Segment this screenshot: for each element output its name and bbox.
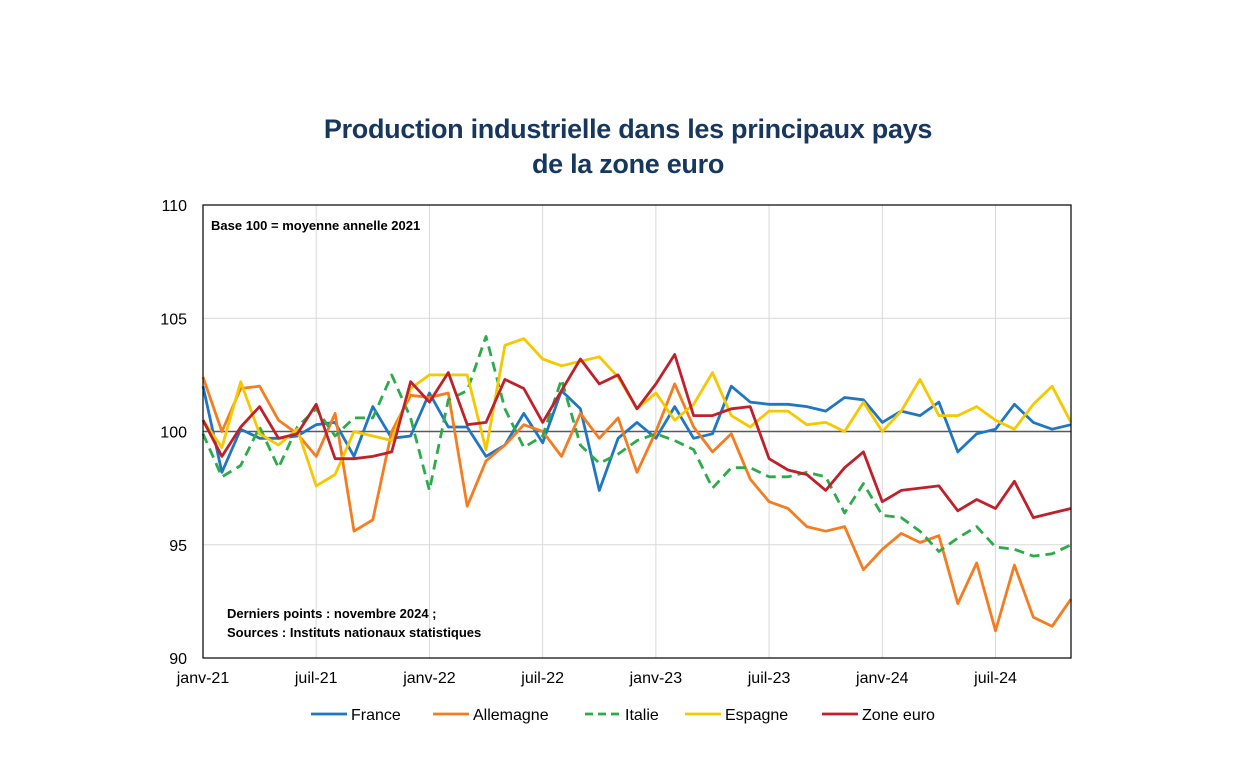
y-tick-label: 110 bbox=[161, 198, 187, 215]
x-tick-label: janv-23 bbox=[629, 670, 683, 687]
x-tick-label: juil-21 bbox=[294, 670, 338, 687]
legend: France Allemagne Italie Espagne Zone euro bbox=[311, 707, 935, 724]
x-tick-label: janv-21 bbox=[176, 670, 230, 687]
y-tick-label: 100 bbox=[160, 425, 187, 442]
x-axis: janv-21 juil-21 janv-22 juil-22 janv-23 juil-… bbox=[176, 670, 1017, 687]
series-line-zone-euro bbox=[201, 353, 1072, 519]
series-line-allemagne bbox=[201, 376, 1073, 633]
legend-label: Allemagne bbox=[473, 707, 549, 724]
x-tick-label: janv-24 bbox=[855, 670, 909, 687]
legend-label: Italie bbox=[625, 707, 659, 724]
base-note: Base 100 = moyenne annelle 2021 bbox=[211, 218, 420, 233]
chart-title: Production industrielle dans les princip… bbox=[0, 112, 1235, 182]
legend-label: Espagne bbox=[725, 707, 788, 724]
chart-title-line-1: Production industrielle dans les princip… bbox=[323, 114, 933, 144]
y-axis: 90 95 100 105 110 bbox=[160, 198, 187, 668]
x-tick-label: juil-24 bbox=[973, 670, 1017, 687]
chart-title-line-2: de la zone euro bbox=[531, 149, 725, 179]
y-tick-label: 105 bbox=[160, 311, 187, 328]
x-tick-label: juil-22 bbox=[520, 670, 564, 687]
legend-label: Zone euro bbox=[862, 707, 935, 724]
plot-frame bbox=[202, 204, 1072, 659]
legend-label: France bbox=[351, 707, 401, 724]
y-tick-label: 95 bbox=[169, 538, 187, 555]
source-note-line-1: Derniers points : novembre 2024 ; bbox=[227, 606, 437, 621]
source-note-line-2: Sources : Instituts nationaux statistiqu… bbox=[227, 625, 481, 640]
y-tick-label: 90 bbox=[169, 651, 187, 668]
series-line-italie bbox=[201, 334, 1072, 558]
x-tick-label: juil-23 bbox=[747, 670, 791, 687]
x-tick-label: janv-22 bbox=[402, 670, 456, 687]
series-layer bbox=[201, 334, 1073, 633]
